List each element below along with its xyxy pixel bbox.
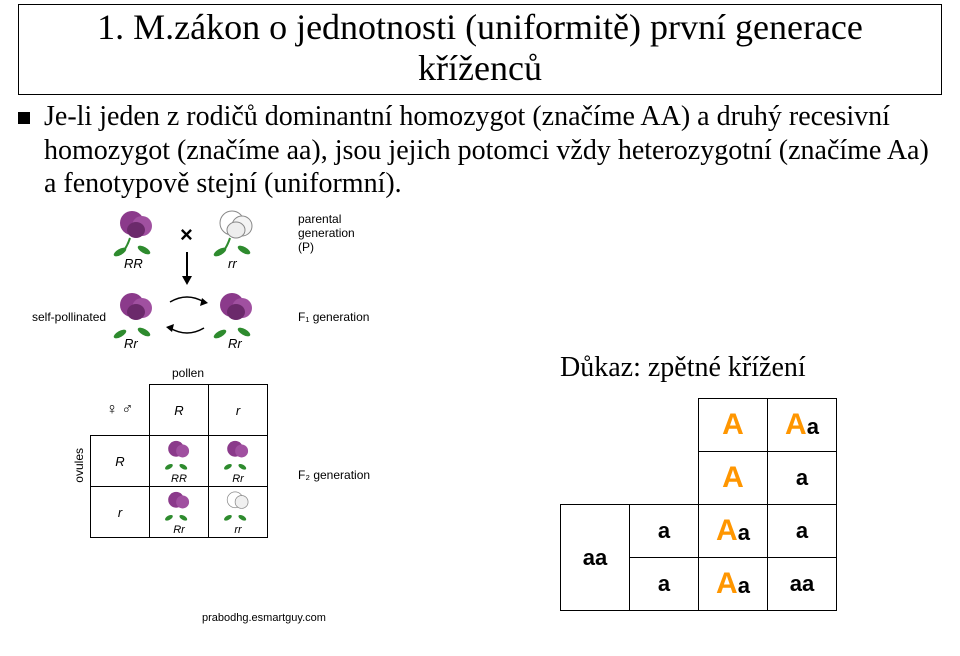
cell-Rr-2-label: Rr <box>150 524 208 536</box>
genotype-Rr-f1-right: Rr <box>228 336 242 351</box>
flower-white-parent <box>210 208 262 261</box>
f1-label: F₁ generation <box>298 310 369 324</box>
p2-row-a1-txt: a <box>658 518 670 543</box>
punnett-square: ♀ ♂ R r R RR Rr r Rr <box>90 384 268 538</box>
p2-empty2 <box>630 399 699 452</box>
title-line2: kříženců <box>418 48 542 88</box>
cell-RR-label: RR <box>150 473 208 485</box>
p2-sub-A: A <box>699 452 768 505</box>
p2-head-A: A <box>699 399 768 452</box>
p2-row-a2: a <box>630 558 699 611</box>
genotype-RR: RR <box>124 256 143 271</box>
p2-sub-a-txt: a <box>796 465 808 490</box>
p2-cell-Aa-1: Aa <box>699 505 768 558</box>
p2-cell-a-1-txt: a <box>796 518 808 543</box>
body-text: Je-li jeden z rodičů dominantní homozygo… <box>44 100 942 201</box>
body-paragraph: Je-li jeden z rodičů dominantní homozygo… <box>18 100 942 201</box>
cell-Rr-2: Rr <box>150 487 209 538</box>
p2-cell-a-1: a <box>768 505 837 558</box>
p2-row-a2-txt: a <box>658 571 670 596</box>
row-R: R <box>91 436 150 487</box>
p2-row-a1: a <box>630 505 699 558</box>
p2-empty <box>561 399 630 452</box>
flower-purple-parent <box>110 208 162 261</box>
p2-row-aa: aa <box>561 505 630 611</box>
p2-sub-a: a <box>768 452 837 505</box>
cell-RR: RR <box>150 436 209 487</box>
diagram-footer-url: prabodhg.esmartguy.com <box>202 612 326 624</box>
self-poll-arrows-icon <box>162 296 212 338</box>
p2-cell-aa-txt: aa <box>790 571 814 596</box>
p2-cell-aa: aa <box>768 558 837 611</box>
f2-label: F₂ generation <box>298 468 370 482</box>
p2-cell-Aa-2: Aa <box>699 558 768 611</box>
cell-rr-label: rr <box>209 524 267 536</box>
cell-Rr-1: Rr <box>209 436 268 487</box>
self-pollinated-label: self-pollinated <box>32 310 106 324</box>
proof-label: Důkaz: zpětné křížení <box>560 352 806 384</box>
row-r: r <box>91 487 150 538</box>
genotype-Rr-f1-left: Rr <box>124 336 138 351</box>
page-title: 1. M.zákon o jednotnosti (uniformitě) pr… <box>27 7 933 90</box>
p2-sub-A-txt: A <box>722 461 744 494</box>
female-symbol: ♀ <box>106 401 118 418</box>
backcross-punnett: A Aa A a aa a Aa a a Aa aa <box>560 398 837 611</box>
ovules-label: ovules <box>72 448 86 483</box>
col-R: R <box>150 385 209 436</box>
title-line1: 1. M.zákon o jednotnosti (uniformitě) pr… <box>97 7 863 47</box>
bullet-icon <box>18 112 30 124</box>
p2-empty4 <box>630 452 699 505</box>
title-box: 1. M.zákon o jednotnosti (uniformitě) pr… <box>18 4 942 95</box>
p2-head-A-txt: A <box>722 408 744 441</box>
mendel-diagram: RR × rr parental generation (P) <box>32 208 482 628</box>
pollen-label: pollen <box>172 366 204 380</box>
col-r: r <box>209 385 268 436</box>
p2-row-aa-txt: aa <box>583 545 607 570</box>
cell-rr: rr <box>209 487 268 538</box>
parental-label: parental generation (P) <box>298 212 355 254</box>
p2-empty3 <box>561 452 630 505</box>
cell-Rr-1-label: Rr <box>209 473 267 485</box>
genotype-rr: rr <box>228 256 237 271</box>
arrow-down-icon <box>180 252 194 286</box>
cross-symbol: × <box>180 222 193 248</box>
male-symbol: ♂ <box>121 401 133 418</box>
p2-head-Aa: Aa <box>768 399 837 452</box>
